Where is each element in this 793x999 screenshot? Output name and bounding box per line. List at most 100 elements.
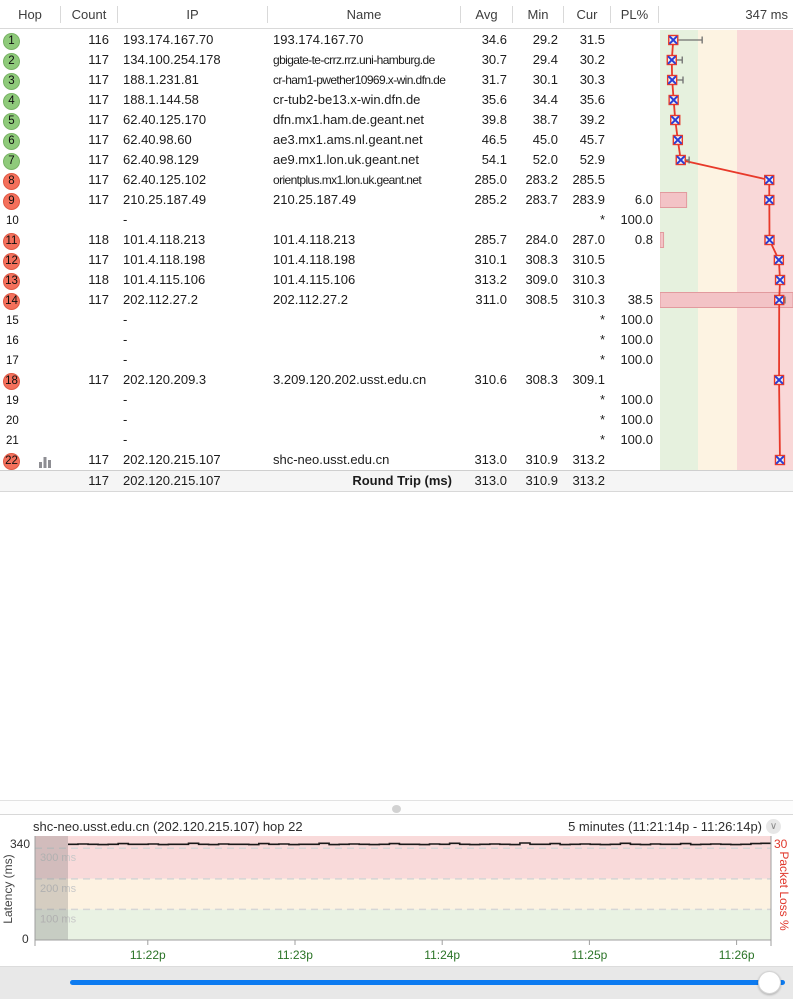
pl-cell <box>610 170 658 190</box>
pl-axis-max-label: 30 <box>774 837 788 851</box>
min-cell: 308.3 <box>525 252 558 267</box>
ip-cell: 62.40.98.60 <box>123 132 192 147</box>
table-row[interactable]: 20 - * 100.0 <box>0 410 793 430</box>
pl-cell: 0.8 <box>634 232 653 247</box>
hop-cell: 5 <box>0 110 60 130</box>
hop-badge: 22 <box>3 452 20 470</box>
avg-cell: 285.7 <box>474 232 507 247</box>
summary-label: Round Trip (ms) <box>352 473 452 488</box>
table-row[interactable]: 5 117 62.40.125.170 dfn.mx1.ham.de.geant… <box>0 110 793 130</box>
min-cell: 309.0 <box>525 272 558 287</box>
col-header-ip[interactable]: IP <box>117 5 267 23</box>
table-row[interactable]: 11 118 101.4.118.213 101.4.118.213 285.7… <box>0 230 793 250</box>
col-header-pl[interactable]: PL% <box>610 5 658 23</box>
table-row[interactable]: 22 117 202.120.215.107 shc-neo.usst.edu.… <box>0 450 793 470</box>
table-row[interactable]: 19 - * 100.0 <box>0 390 793 410</box>
hop-badge: 21 <box>6 434 19 447</box>
table-row[interactable]: 14 117 202.112.27.2 202.112.27.2 311.0 3… <box>0 290 793 310</box>
min-cell: 284.0 <box>525 232 558 247</box>
table-row[interactable]: 9 117 210.25.187.49 210.25.187.49 285.2 … <box>0 190 793 210</box>
pl-cell: 100.0 <box>620 212 653 227</box>
min-cell <box>512 410 563 430</box>
svg-text:200 ms: 200 ms <box>40 883 77 895</box>
timeline-target-title: shc-neo.usst.edu.cn (202.120.215.107) ho… <box>33 818 303 834</box>
hop-badge: 5 <box>3 112 20 130</box>
cur-cell: * <box>599 312 605 327</box>
pl-cell: 100.0 <box>620 332 653 347</box>
name-cell <box>267 430 460 450</box>
table-row[interactable]: 13 118 101.4.115.106 101.4.115.106 313.2… <box>0 270 793 290</box>
table-row[interactable]: 8 117 62.40.125.102 orientplus.mx1.lon.u… <box>0 170 793 190</box>
summary-min: 310.9 <box>525 473 558 488</box>
pl-cell: 100.0 <box>620 412 653 427</box>
time-scrollbar[interactable] <box>0 966 793 999</box>
col-header-min[interactable]: Min <box>512 5 563 23</box>
hop-cell: 7 <box>0 150 60 170</box>
hop-cell: 22 <box>0 450 60 470</box>
count-cell <box>60 310 117 330</box>
col-header-cur[interactable]: Cur <box>563 5 610 23</box>
table-row[interactable]: 12 117 101.4.118.198 101.4.118.198 310.1… <box>0 250 793 270</box>
name-cell <box>267 350 460 370</box>
hop-latency-graph-column[interactable] <box>660 30 793 470</box>
table-row[interactable]: 1 116 193.174.167.70 193.174.167.70 34.6… <box>0 30 793 50</box>
name-cell: 101.4.118.213 <box>273 232 356 247</box>
table-row[interactable]: 10 - * 100.0 <box>0 210 793 230</box>
time-range-label: 5 minutes (11:21:14p - 11:26:14p) <box>568 818 762 834</box>
ip-cell: 210.25.187.49 <box>123 192 207 207</box>
col-header-name[interactable]: Name <box>267 5 460 23</box>
panel-splitter[interactable] <box>0 800 793 815</box>
avg-cell: 285.0 <box>474 172 507 187</box>
time-scrollbar-thumb[interactable] <box>758 971 781 994</box>
ip-cell: 134.100.254.178 <box>123 52 221 67</box>
col-header-count[interactable]: Count <box>60 5 117 23</box>
cur-cell: * <box>599 352 605 367</box>
table-row[interactable]: 2 117 134.100.254.178 gbigate-te-crrz.rr… <box>0 50 793 70</box>
y-axis-zero-label: 0 <box>22 932 29 946</box>
table-row[interactable]: 17 - * 100.0 <box>0 350 793 370</box>
hop-cell: 11 <box>0 230 60 250</box>
count-cell: 117 <box>88 452 109 467</box>
name-cell <box>267 410 460 430</box>
avg-cell: 31.7 <box>481 72 507 87</box>
count-cell: 116 <box>88 32 109 47</box>
table-row[interactable]: 4 117 188.1.144.58 cr-tub2-be13.x-win.df… <box>0 90 793 110</box>
table-row[interactable]: 16 - * 100.0 <box>0 330 793 350</box>
cur-cell: * <box>599 412 605 427</box>
table-row[interactable]: 7 117 62.40.98.129 ae9.mx1.lon.uk.geant.… <box>0 150 793 170</box>
count-cell: 117 <box>88 292 109 307</box>
table-row[interactable]: 3 117 188.1.231.81 cr-ham1-pwether10969.… <box>0 70 793 90</box>
cur-cell: * <box>599 212 605 227</box>
cur-cell: 310.3 <box>572 292 605 307</box>
col-header-avg[interactable]: Avg <box>460 5 512 23</box>
avg-cell: 313.0 <box>474 452 507 467</box>
table-row[interactable]: 21 - * 100.0 <box>0 430 793 450</box>
cur-cell: 30.3 <box>579 72 605 87</box>
graph-scale-label: 347 ms <box>658 5 793 23</box>
pl-cell: 6.0 <box>634 192 653 207</box>
time-range-selector[interactable]: 5 minutes (11:21:14p - 11:26:14p) ∨ <box>568 818 793 834</box>
table-row[interactable]: 6 117 62.40.98.60 ae3.mx1.ams.nl.geant.n… <box>0 130 793 150</box>
cur-cell: 285.5 <box>572 172 605 187</box>
pl-cell: 100.0 <box>620 312 653 327</box>
cur-cell: 31.5 <box>579 32 605 47</box>
pl-cell <box>610 30 658 50</box>
table-row[interactable]: 15 - * 100.0 <box>0 310 793 330</box>
timeline-plot[interactable]: 300 ms 200 ms 100 ms 11:22p 11:23p 11:24p 11:2… <box>0 836 793 966</box>
svg-text:11:24p: 11:24p <box>424 948 460 962</box>
time-scrollbar-track[interactable] <box>70 980 785 985</box>
ip-cell: 101.4.118.198 <box>123 252 206 267</box>
count-cell: 117 <box>88 252 109 267</box>
name-cell <box>267 210 460 230</box>
ip-cell: 202.120.215.107 <box>123 452 221 467</box>
col-header-hop[interactable]: Hop <box>18 6 42 22</box>
avg-cell: 313.2 <box>474 272 507 287</box>
svg-text:100 ms: 100 ms <box>40 913 77 925</box>
bar-chart-icon <box>38 454 52 470</box>
cur-cell: 45.7 <box>579 132 605 147</box>
hop-cell: 14 <box>0 290 60 310</box>
count-cell: 117 <box>88 72 109 87</box>
table-row[interactable]: 18 117 202.120.209.3 3.209.120.202.usst.… <box>0 370 793 390</box>
count-cell <box>60 210 117 230</box>
min-cell: 283.7 <box>525 192 558 207</box>
